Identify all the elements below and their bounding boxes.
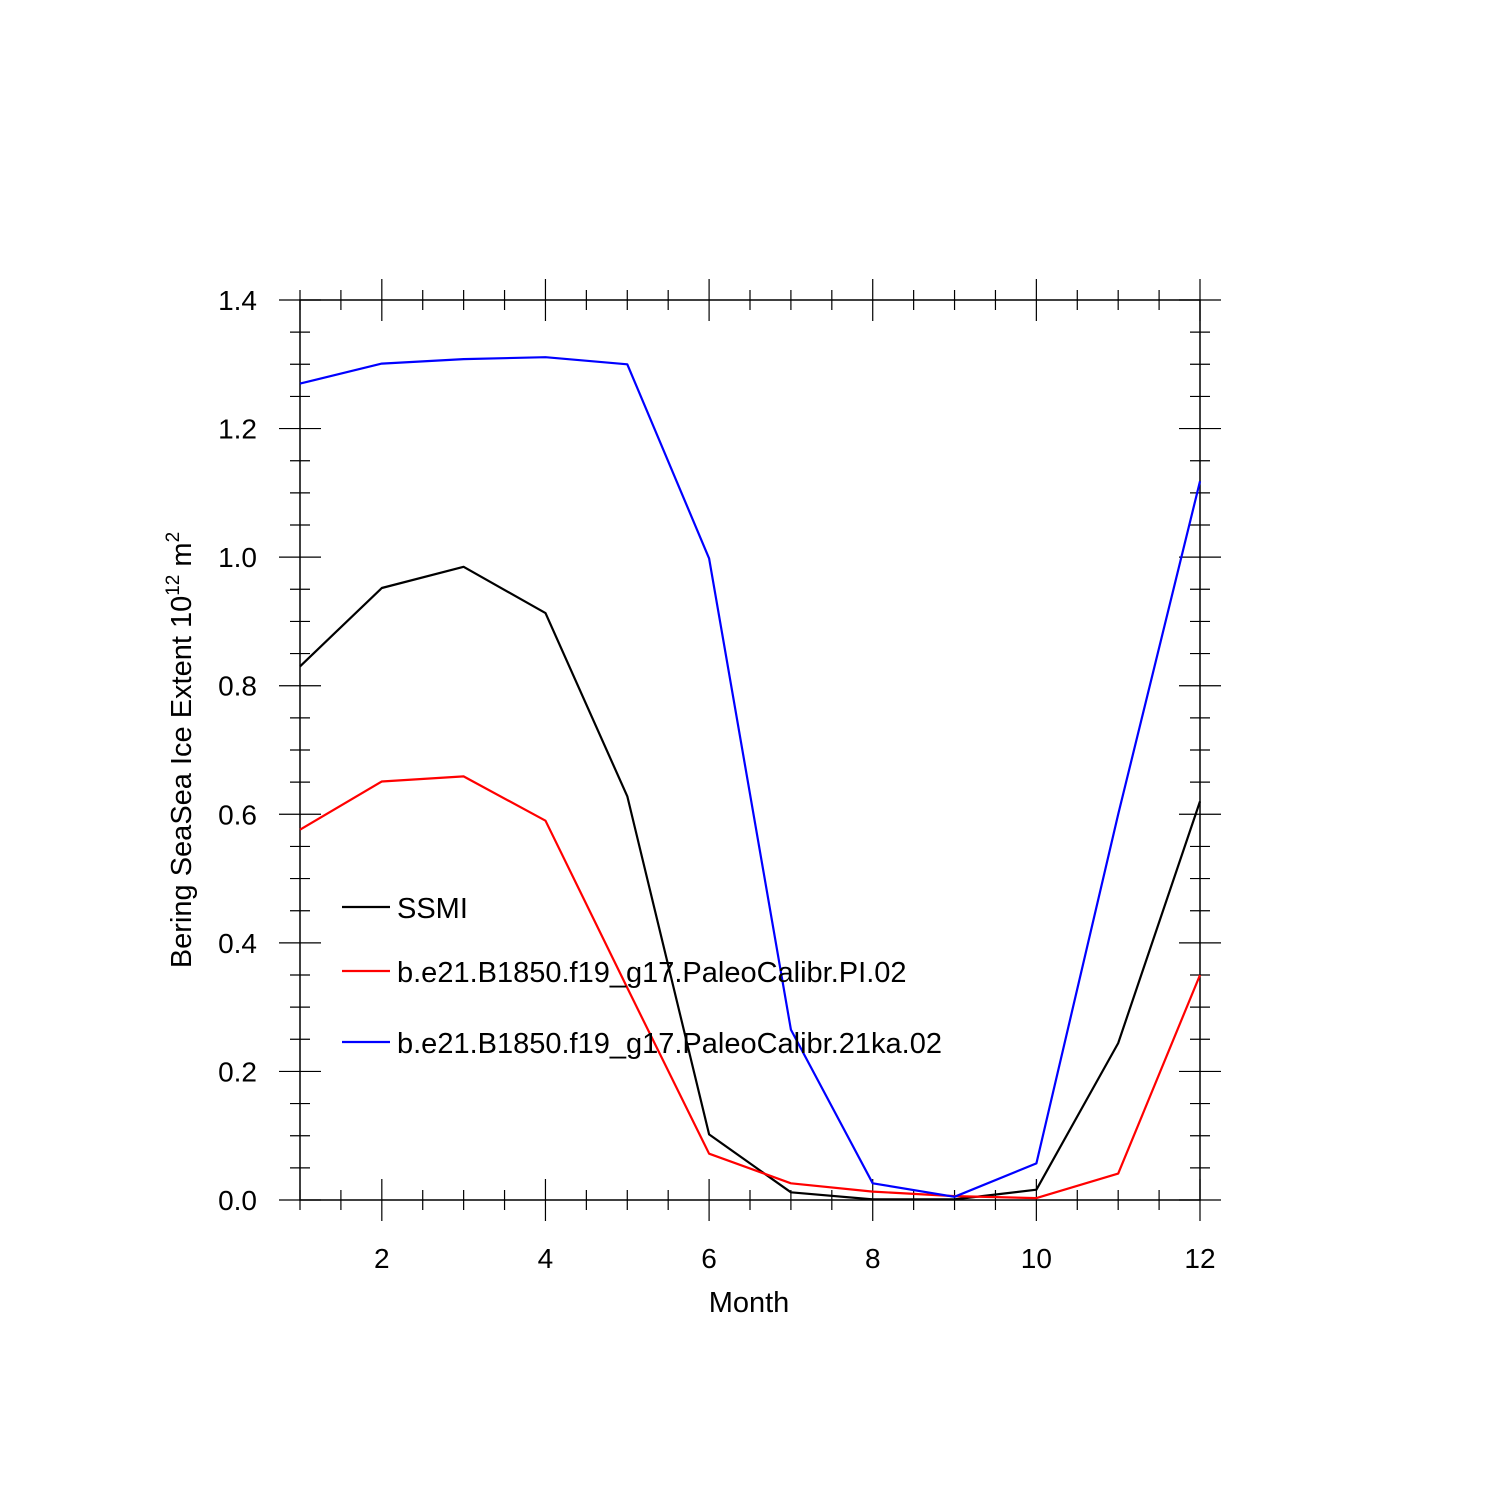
legend: SSMI b.e21.B1850.f19_g17.PaleoCalibr.PI.0… <box>342 893 942 1060</box>
y-tick-label: 1.2 <box>218 414 257 445</box>
series-line-1 <box>299 565 1202 1201</box>
series-line-2 <box>299 775 1202 1200</box>
plot-frame <box>299 299 1201 1201</box>
legend-label-2: b.e21.B1850.f19_g17.PaleoCalibr.PI.02 <box>397 957 907 989</box>
x-tick-label: 12 <box>1184 1243 1215 1274</box>
x-tick-label: 8 <box>865 1243 881 1274</box>
x-axis-title: Month <box>709 1287 790 1319</box>
y-tick-label: 0.2 <box>218 1056 257 1087</box>
x-tick-label: 10 <box>1021 1243 1052 1274</box>
y-tick-label: 0.8 <box>218 671 257 702</box>
plot-border <box>299 299 1201 1201</box>
axis-labels: Month Bering SeaSea Ice Extent 1012 m2 <box>163 532 789 1319</box>
y-tick-label: 0.0 <box>218 1185 257 1216</box>
x-tick-label: 2 <box>374 1243 390 1274</box>
y-tick-label: 1.4 <box>218 285 257 316</box>
x-tick-label: 6 <box>701 1243 717 1274</box>
y-tick-label: 1.0 <box>218 542 257 573</box>
series-layer <box>299 356 1202 1201</box>
x-tick-label: 4 <box>538 1243 554 1274</box>
legend-label-3: b.e21.B1850.f19_g17.PaleoCalibr.21ka.02 <box>397 1028 942 1060</box>
series-line-3 <box>299 356 1202 1198</box>
y-tick-label: 0.6 <box>218 799 257 830</box>
y-tick-label: 0.4 <box>218 928 257 959</box>
axis-ticks: 2 4 6 8 10 12 0.0 0.2 0.4 0.6 0.8 1.0 1.2 1.4 <box>218 279 1221 1274</box>
legend-label-1: SSMI <box>397 893 468 925</box>
y-axis-title: Bering SeaSea Ice Extent 1012 m2 <box>163 532 198 968</box>
